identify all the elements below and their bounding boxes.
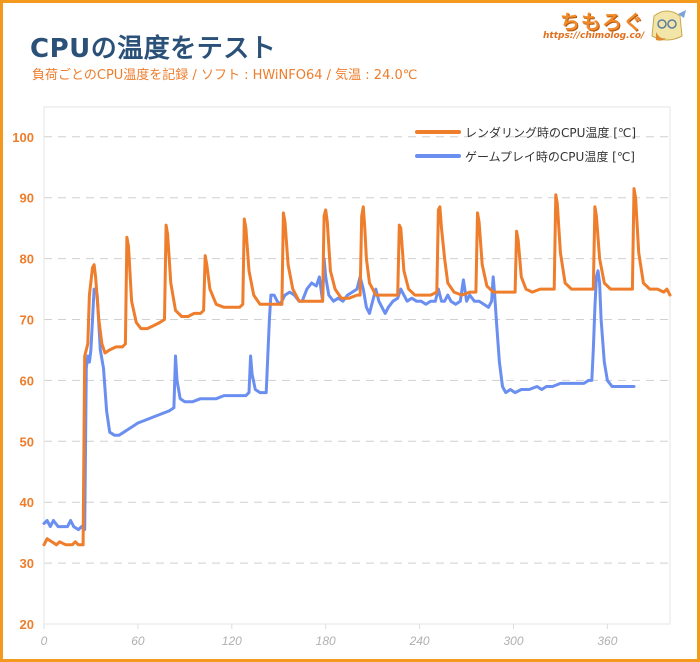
legend: レンダリング時のCPU温度 [℃] ゲームプレイ時のCPU温度 [℃]	[415, 120, 636, 168]
x-axis: 0 60 120 180 240 300 360	[41, 624, 618, 648]
y-tick-label: 90	[20, 191, 34, 206]
y-tick-label: 40	[20, 495, 34, 510]
y-tick-label: 100	[12, 130, 34, 145]
series-rendering-line	[42, 187, 672, 547]
x-tick-label: 120	[222, 634, 242, 648]
x-tick-label: 180	[316, 634, 336, 648]
x-tick-label: 360	[597, 634, 617, 648]
chart-title: CPUの温度をテスト	[30, 34, 277, 64]
logo-url: https://chimolog.co/	[543, 31, 645, 41]
series-gaming-line	[42, 257, 636, 532]
legend-item-gaming: ゲームプレイ時のCPU温度 [℃]	[415, 144, 636, 168]
y-axis: 20 30 40 50 60 70 80 90 100	[12, 130, 34, 632]
legend-swatch-gaming	[415, 154, 461, 158]
x-tick-label: 300	[503, 634, 523, 648]
y-tick-label: 80	[20, 252, 34, 267]
chart-subtitle: 負荷ごとのCPU温度を記録 / ソフト : HWiNFO64 / 気温 : 24…	[32, 68, 418, 83]
x-tick-label: 60	[131, 634, 145, 648]
series-lines	[42, 187, 672, 547]
x-tick-label: 0	[41, 634, 48, 648]
y-tick-label: 20	[20, 617, 34, 632]
y-tick-label: 60	[20, 373, 34, 388]
y-tick-label: 30	[20, 556, 34, 571]
legend-item-rendering: レンダリング時のCPU温度 [℃]	[415, 120, 636, 144]
logo-text: ちもろぐ	[560, 10, 644, 34]
site-logo: ちもろぐ https://chimolog.co/	[540, 6, 690, 46]
legend-label: レンダリング時のCPU温度 [℃]	[465, 125, 637, 140]
x-tick-label: 240	[409, 634, 430, 648]
legend-label: ゲームプレイ時のCPU温度 [℃]	[465, 149, 635, 164]
mascot-icon	[651, 10, 686, 41]
legend-swatch-rendering	[415, 130, 461, 134]
y-tick-label: 50	[20, 434, 34, 449]
grid-lines	[44, 136, 670, 564]
y-tick-label: 70	[20, 313, 34, 328]
plot-area-border	[43, 106, 671, 625]
